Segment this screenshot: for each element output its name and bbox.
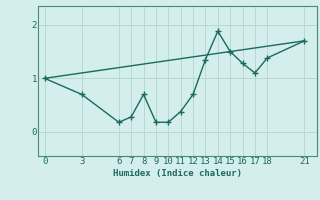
X-axis label: Humidex (Indice chaleur): Humidex (Indice chaleur) [113, 169, 242, 178]
